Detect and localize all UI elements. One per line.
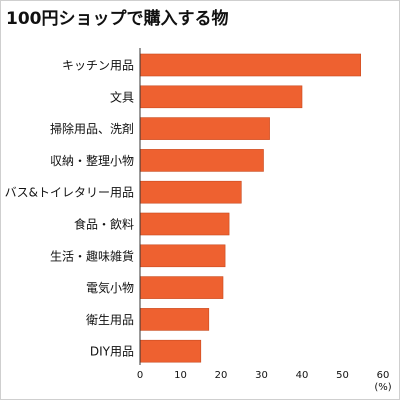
- bars-group: [139, 53, 361, 363]
- x-axis-unit-label: (%): [374, 382, 391, 393]
- category-labels: キッチン用品文具掃除用品、洗剤収納・整理小物バス&トイレタリー用品食品・飲料生活…: [5, 59, 134, 359]
- x-tick-label-3: 30: [255, 370, 268, 381]
- category-label-6: 生活・趣味雑貨: [50, 248, 134, 263]
- x-tick-label-1: 10: [174, 370, 187, 381]
- chart-title: 100円ショップで購入する物: [6, 9, 229, 29]
- bar-2: [139, 117, 270, 140]
- bar-1: [139, 85, 303, 109]
- bar-4: [139, 180, 242, 204]
- category-label-3: 収納・整理小物: [50, 153, 134, 168]
- category-label-2: 掃除用品、洗剤: [50, 121, 134, 136]
- x-tick-label-5: 50: [336, 370, 349, 381]
- x-axis-ticks: 0 10 20 30 40 50 60: [137, 370, 390, 381]
- category-label-7: 電気小物: [86, 280, 134, 295]
- x-tick-label-2: 20: [215, 370, 228, 381]
- x-tick-label-6: 60: [377, 370, 390, 381]
- bar-3: [139, 149, 264, 172]
- x-tick-label-4: 40: [296, 370, 309, 381]
- bar-5: [139, 212, 230, 236]
- category-label-0: キッチン用品: [62, 59, 134, 73]
- category-label-5: 食品・飲料: [74, 217, 134, 232]
- bar-0: [139, 53, 361, 77]
- bar-9: [139, 339, 202, 363]
- category-label-4: バス&トイレタリー用品: [5, 186, 134, 200]
- category-label-1: 文具: [110, 89, 134, 104]
- bar-8: [139, 308, 210, 331]
- bar-6: [139, 244, 226, 268]
- category-label-8: 衛生用品: [86, 313, 134, 327]
- x-tick-label-0: 0: [137, 370, 143, 381]
- bar-7: [139, 276, 224, 299]
- category-label-9: DIY用品: [90, 345, 134, 359]
